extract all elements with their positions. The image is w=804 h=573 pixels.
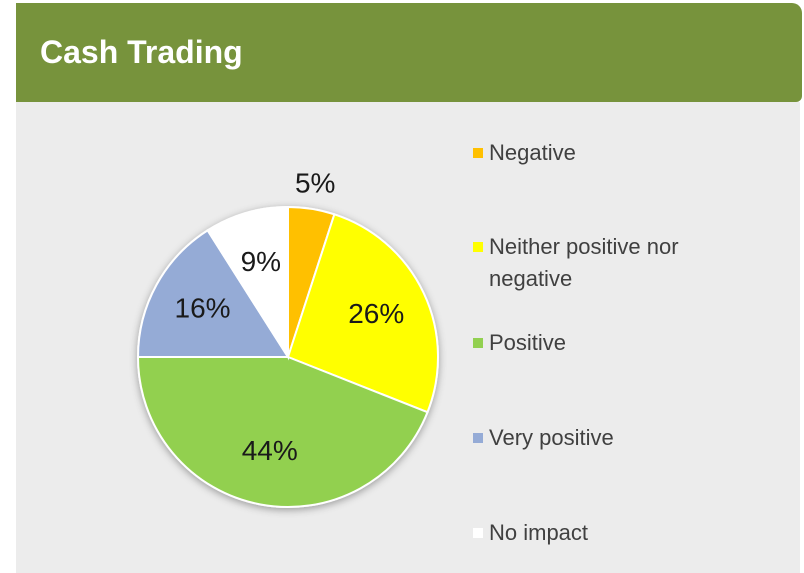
legend-label: Very positive: [489, 425, 614, 450]
data-label: 5%: [295, 168, 335, 199]
pie-slice: [136, 228, 290, 358]
legend-item: Neither positive nor negative: [489, 234, 679, 291]
legend-item: Very positive: [489, 425, 614, 450]
legend-swatch: [473, 242, 483, 252]
header: Cash Trading: [16, 3, 802, 102]
data-label: 26%: [348, 298, 404, 329]
legend-swatch: [473, 433, 483, 443]
legend-item: Negative: [489, 140, 576, 165]
data-label: 9%: [241, 246, 281, 277]
chart-title: Cash Trading: [40, 34, 243, 70]
legend-label: Positive: [489, 330, 567, 355]
legend-label: Neither positive nor negative: [489, 234, 679, 291]
pie: [136, 205, 439, 508]
legend-swatch: [473, 528, 483, 538]
legend-swatch: [473, 148, 483, 158]
legend-swatch: [473, 338, 483, 348]
data-label: 16%: [175, 292, 231, 323]
legend-label: No impact: [489, 520, 589, 545]
legend-item: No impact: [489, 520, 589, 545]
pie-slice: [136, 356, 429, 508]
legend-item: Positive: [489, 330, 567, 355]
data-label: 44%: [242, 435, 298, 466]
pie-slice: [206, 205, 289, 361]
legend-label: Negative: [489, 140, 576, 165]
pie-slice: [286, 213, 439, 414]
